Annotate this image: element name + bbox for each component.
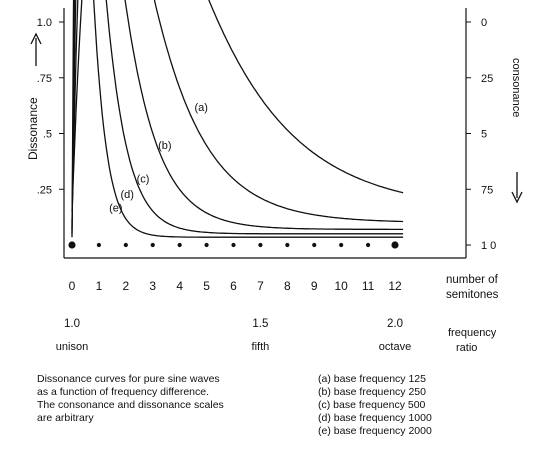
semitone-point bbox=[391, 241, 399, 249]
right-tick-label: 25 bbox=[481, 73, 493, 85]
x-tick-label: 6 bbox=[230, 279, 237, 293]
caption-line: as a function of frequency difference. bbox=[37, 386, 209, 398]
x-axis-label-line2: semitones bbox=[446, 289, 499, 301]
semitone-point bbox=[150, 242, 155, 248]
x-tick-label: 12 bbox=[388, 279, 402, 293]
semitone-point bbox=[231, 242, 236, 248]
down-arrow-icon bbox=[511, 172, 523, 204]
semitone-point bbox=[258, 242, 263, 248]
semitone-point bbox=[68, 241, 76, 249]
x-tick-label: 3 bbox=[149, 279, 156, 293]
left-tick-label: .25 bbox=[37, 184, 52, 196]
ratio-name-label: unison bbox=[56, 341, 88, 353]
series-label: (b) bbox=[158, 140, 171, 152]
semitone-point bbox=[312, 242, 317, 248]
caption-line: Dissonance curves for pure sine waves bbox=[37, 373, 220, 385]
x-axis-label-line1: number of bbox=[446, 274, 499, 286]
left-tick-label: .5 bbox=[43, 129, 52, 141]
left-tick-label: 1.0 bbox=[37, 17, 52, 29]
ratio-name-label: fifth bbox=[252, 341, 270, 353]
series-curve bbox=[71, 0, 404, 238]
ratio-axis-label-line2: ratio bbox=[456, 342, 477, 354]
right-tick-label: 5 bbox=[481, 129, 487, 141]
right-axis-label: consonance bbox=[510, 58, 522, 117]
right-tick-label: 75 bbox=[481, 184, 493, 196]
series-curve bbox=[71, 0, 404, 235]
left-tick-label: .75 bbox=[37, 73, 52, 85]
semitone-point bbox=[177, 242, 182, 248]
left-axis-label: Dissonance bbox=[26, 97, 40, 160]
semitone-point bbox=[204, 242, 209, 248]
series-label: (d) bbox=[120, 189, 133, 201]
x-tick-label: 8 bbox=[284, 279, 291, 293]
x-tick-label: 9 bbox=[311, 279, 318, 293]
semitone-point bbox=[339, 242, 344, 248]
legend-item-a: (a) base frequency 125 bbox=[318, 373, 426, 385]
series-label: (c) bbox=[137, 174, 150, 186]
legend: (a) base frequency 125 (b) base frequenc… bbox=[318, 373, 432, 438]
x-tick-label: 4 bbox=[176, 279, 183, 293]
semitone-point bbox=[285, 242, 290, 248]
up-arrow-icon bbox=[30, 32, 42, 66]
semitone-point bbox=[365, 242, 371, 248]
ratio-value-label: 2.0 bbox=[387, 318, 403, 330]
x-tick-label: 2 bbox=[122, 279, 129, 293]
right-tick-label: 1 0 bbox=[481, 240, 496, 252]
series-label: (a) bbox=[194, 102, 207, 114]
legend-item-e: (e) base frequency 2000 bbox=[318, 425, 432, 437]
figure-caption: Dissonance curves for pure sine waves as… bbox=[37, 373, 224, 425]
series-curve bbox=[71, 0, 404, 231]
series-curve bbox=[71, 0, 404, 212]
series-label: (e) bbox=[109, 203, 122, 215]
legend-item-c: (c) base frequency 500 bbox=[318, 399, 426, 411]
semitone-point bbox=[96, 242, 102, 248]
x-tick-label: 7 bbox=[257, 279, 264, 293]
x-tick-label: 11 bbox=[362, 279, 375, 293]
semitone-point bbox=[123, 242, 128, 248]
caption-line: are arbitrary bbox=[37, 412, 94, 424]
ratio-name-label: octave bbox=[379, 341, 411, 353]
x-tick-label: 10 bbox=[334, 279, 348, 293]
legend-item-b: (b) base frequency 250 bbox=[318, 386, 426, 398]
legend-item-d: (d) base frequency 1000 bbox=[318, 412, 432, 424]
series-curve bbox=[71, 0, 404, 223]
x-tick-label: 0 bbox=[69, 279, 76, 293]
ratio-value-label: 1.5 bbox=[252, 318, 268, 330]
ratio-value-label: 1.0 bbox=[64, 318, 80, 330]
x-tick-label: 5 bbox=[203, 279, 210, 293]
right-tick-label: 0 bbox=[481, 17, 487, 29]
x-tick-label: 1 bbox=[96, 279, 103, 293]
caption-line: The consonance and dissonance scales bbox=[37, 399, 224, 411]
ratio-axis-label-line1: frequency bbox=[448, 327, 497, 339]
